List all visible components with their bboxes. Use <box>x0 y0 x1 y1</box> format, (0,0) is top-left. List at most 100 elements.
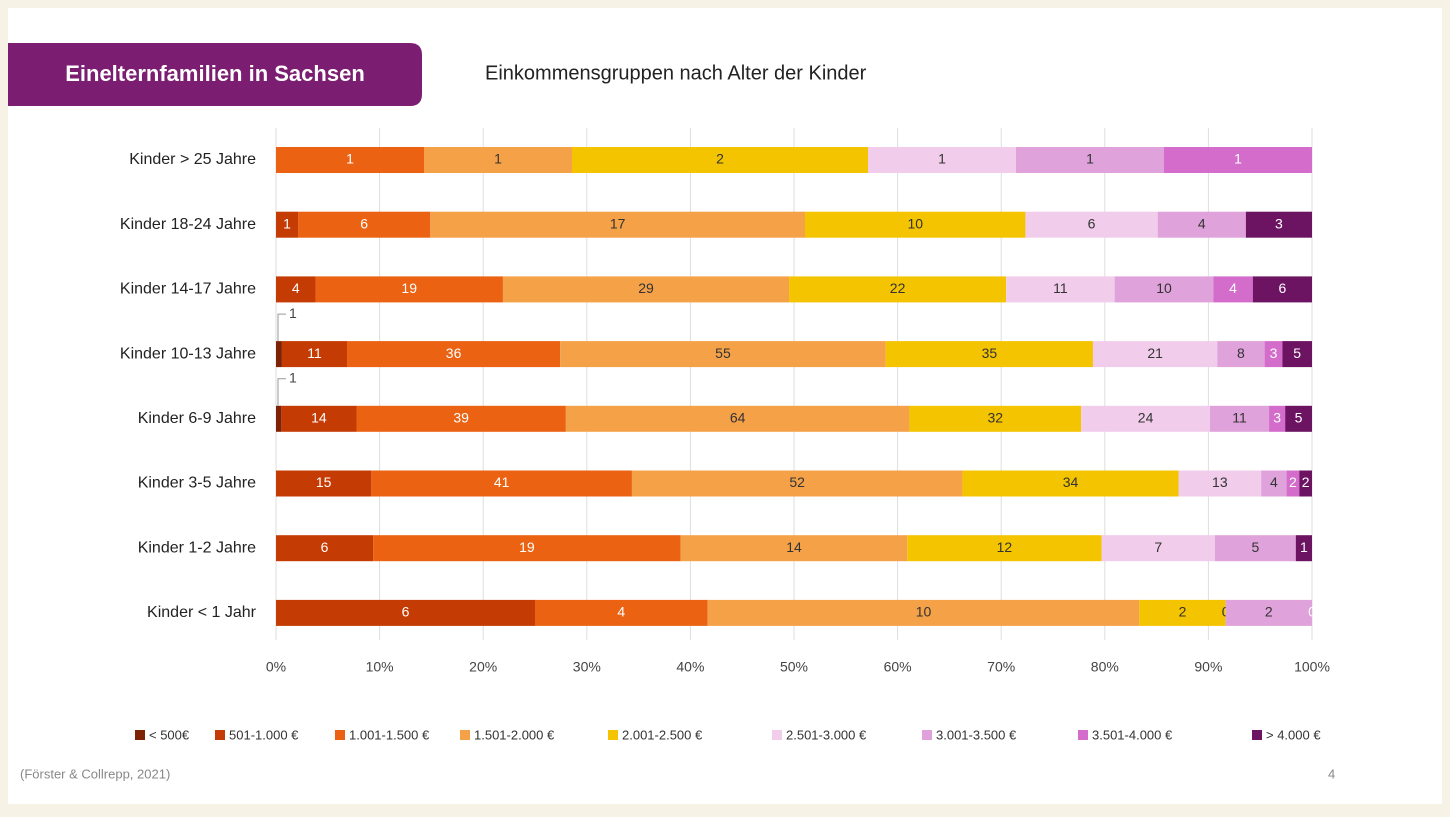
data-label: 0 <box>1308 604 1316 620</box>
bar-segment <box>885 341 1093 368</box>
data-label: 4 <box>1270 474 1278 490</box>
data-label: 12 <box>997 539 1013 555</box>
bar-segment <box>1178 470 1262 497</box>
y-tick-label: Kinder < 1 Jahr <box>147 604 257 621</box>
data-label: 29 <box>638 280 654 296</box>
legend-label: 501-1.000 € <box>229 727 299 742</box>
data-label: 10 <box>1156 280 1172 296</box>
bar-segment <box>502 276 790 303</box>
bar-segment <box>373 535 681 562</box>
data-label: 17 <box>610 215 626 231</box>
x-tick-label: 40% <box>676 659 704 675</box>
data-label: 4 <box>1229 280 1237 296</box>
source: (Förster & Collrepp, 2021) <box>20 766 170 781</box>
data-label: 4 <box>617 604 625 620</box>
data-label: 1 <box>1300 539 1308 555</box>
bar-segment <box>281 405 357 432</box>
bar-segment <box>1114 276 1214 303</box>
data-label: 2 <box>1302 474 1310 490</box>
bar-segment <box>535 599 708 626</box>
data-label: 3 <box>1273 410 1281 426</box>
legend-label: 3.001-3.500 € <box>936 727 1017 742</box>
y-tick-label: Kinder 10-13 Jahre <box>120 345 256 362</box>
leader-line <box>277 378 286 406</box>
data-label: 2 <box>1265 604 1273 620</box>
bar-segment <box>680 535 908 562</box>
bar-segment <box>707 599 1140 626</box>
bar-segment <box>1157 211 1246 238</box>
bar-segment <box>1285 405 1312 432</box>
bar-segment <box>631 470 963 497</box>
data-label: 2 <box>716 151 724 167</box>
bar-segment <box>281 341 348 368</box>
bar-segment <box>1210 405 1270 432</box>
data-label: 19 <box>401 280 417 296</box>
title-pill <box>8 43 422 106</box>
data-label: 1 <box>289 305 297 321</box>
bar-segment <box>1214 535 1296 562</box>
data-label: 1 <box>938 151 946 167</box>
x-tick-label: 80% <box>1091 659 1119 675</box>
data-label: 3 <box>1270 345 1278 361</box>
data-label: 6 <box>1088 215 1096 231</box>
y-tick-label: Kinder 14-17 Jahre <box>120 281 256 298</box>
bar-segment <box>1225 599 1312 626</box>
data-label: 2 <box>1179 604 1187 620</box>
bar-segment <box>1006 276 1115 303</box>
x-tick-label: 100% <box>1294 659 1330 675</box>
y-tick-label: Kinder > 25 Jahre <box>129 151 256 168</box>
data-label: 5 <box>1295 410 1303 426</box>
bar-segment <box>276 535 374 562</box>
bar-segment <box>868 147 1016 173</box>
bar-segment <box>315 276 503 303</box>
bar-segment <box>907 535 1102 562</box>
data-label: 35 <box>982 345 998 361</box>
data-label: 8 <box>1237 345 1245 361</box>
bar-segment <box>1282 341 1312 368</box>
data-label: 39 <box>453 410 469 426</box>
legend-label: 1.501-2.000 € <box>474 727 555 742</box>
legend-label: < 500€ <box>149 727 190 742</box>
data-label: 6 <box>1279 280 1287 296</box>
data-label: 11 <box>1232 410 1247 426</box>
bar-segment <box>1252 276 1312 303</box>
data-label: 24 <box>1138 410 1154 426</box>
data-label: 6 <box>402 604 410 620</box>
bar-segment <box>1092 341 1218 368</box>
bar-segment <box>1264 341 1283 368</box>
data-label: 1 <box>1086 151 1094 167</box>
data-label: 55 <box>715 345 731 361</box>
bar-segment <box>276 405 282 432</box>
bar-segment <box>1016 147 1164 173</box>
bar-segment <box>1101 535 1215 562</box>
bar-segment <box>1261 470 1287 497</box>
data-label: 22 <box>890 280 906 296</box>
data-label: 3 <box>1275 215 1283 231</box>
bar-segment <box>572 147 868 173</box>
bar-segment <box>1164 147 1312 173</box>
data-label: 19 <box>519 539 535 555</box>
legend-swatch <box>1078 730 1088 740</box>
bar-segment <box>371 470 632 497</box>
y-tick-label: Kinder 6-9 Jahre <box>138 410 256 427</box>
y-tick-label: Kinder 3-5 Jahre <box>138 475 256 492</box>
legend-label: 2.001-2.500 € <box>622 727 703 742</box>
bar-segment <box>962 470 1179 497</box>
bar-segment <box>276 147 424 173</box>
data-label: 15 <box>316 474 332 490</box>
bar-segment <box>276 470 372 497</box>
data-label: 6 <box>321 539 329 555</box>
chart-title: Einkommensgruppen nach Alter der Kinder <box>485 62 867 84</box>
legend-label: 2.501-3.000 € <box>786 727 867 742</box>
bar-segment <box>356 405 566 432</box>
data-label: 41 <box>494 474 510 490</box>
x-tick-label: 60% <box>884 659 912 675</box>
bar-segment <box>276 211 299 238</box>
data-label: 64 <box>730 410 746 426</box>
data-label: 5 <box>1293 345 1301 361</box>
bar-segment <box>1286 470 1300 497</box>
x-tick-label: 70% <box>987 659 1015 675</box>
data-label: 2 <box>1289 474 1297 490</box>
data-label: 36 <box>446 345 462 361</box>
